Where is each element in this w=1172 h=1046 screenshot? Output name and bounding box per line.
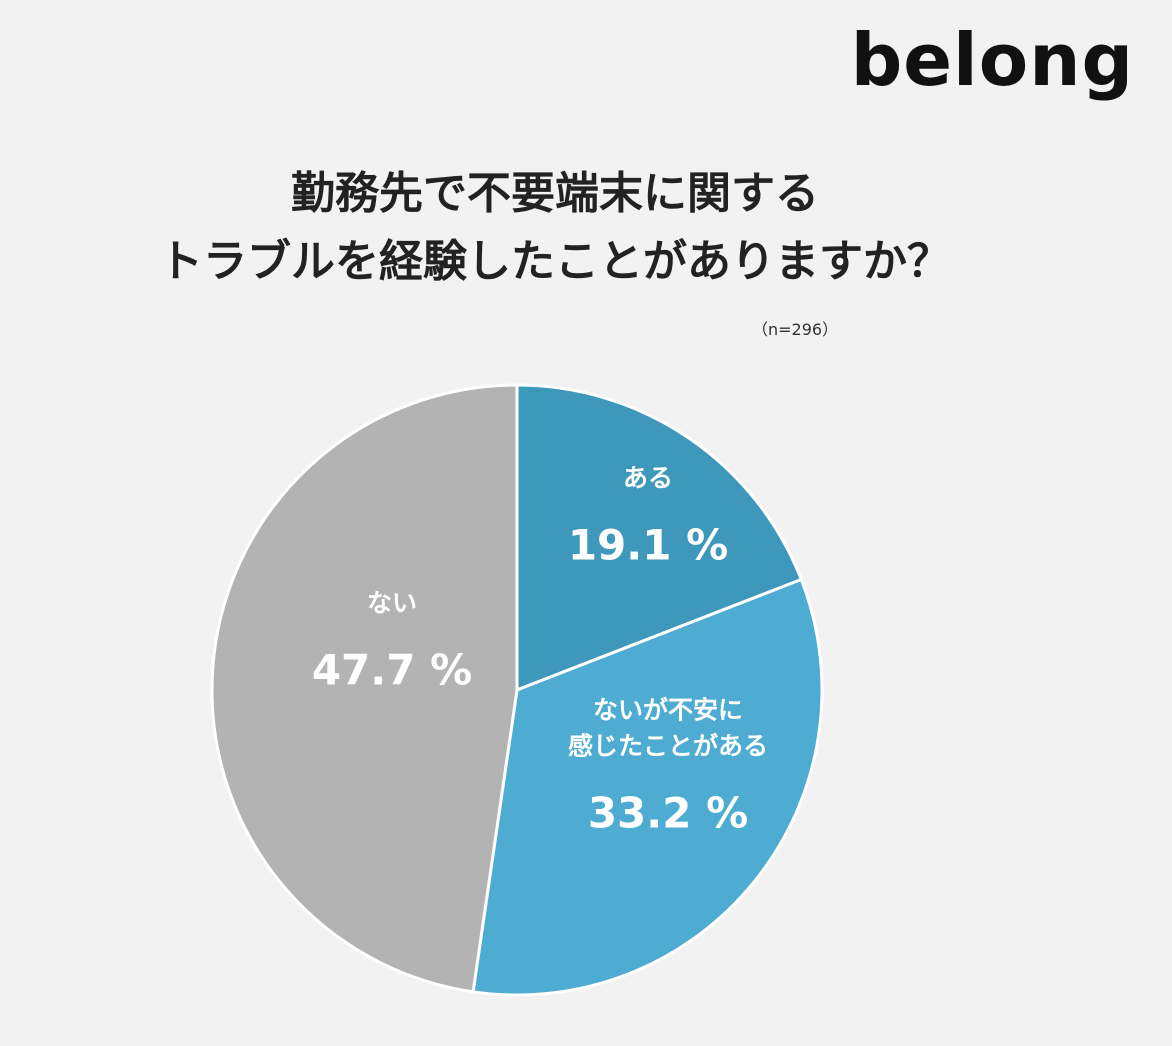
pie-slice <box>210 383 519 994</box>
pie-slice <box>515 383 804 693</box>
category-label: ないが不安に 感じたことがある <box>567 695 769 761</box>
pie-slice <box>471 577 824 997</box>
value-label: 47.7 % <box>311 645 473 695</box>
slice-label: ある 19.1 % <box>568 461 728 570</box>
category-label: ない <box>366 588 417 618</box>
chart-title: 勤務先で不要端末に関する トラブルを経験したことがありますか？ <box>159 168 951 287</box>
slice-label: ないが不安に 感じたことがある 33.2 % <box>568 693 768 838</box>
slice-label: ない 47.7 % <box>312 586 472 695</box>
value-label: 33.2 % <box>587 788 749 838</box>
sample-note: （n=296） <box>752 320 839 339</box>
value-label: 19.1 % <box>567 520 729 570</box>
logo: belong <box>850 18 1134 102</box>
category-label: ある <box>622 463 673 493</box>
